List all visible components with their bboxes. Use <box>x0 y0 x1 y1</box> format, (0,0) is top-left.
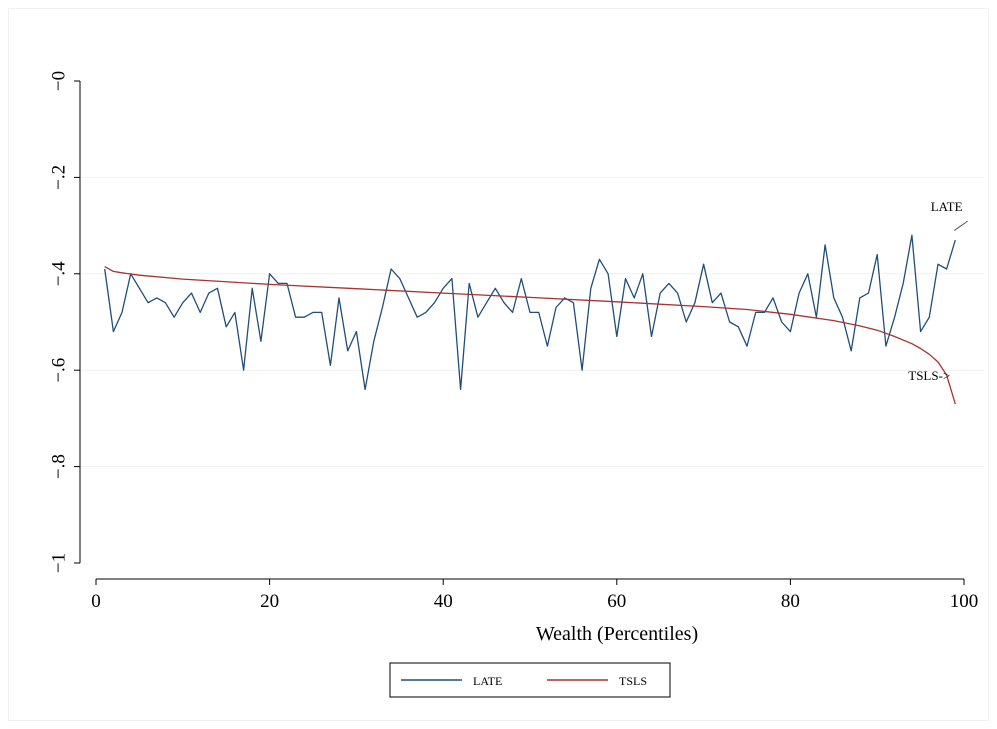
x-tick-label: 40 <box>434 591 453 612</box>
x-tick-label: 100 <box>950 591 979 612</box>
x-tick-label: 20 <box>260 591 279 612</box>
series-line-tsls <box>104 266 956 405</box>
x-tick-label: 0 <box>91 591 101 612</box>
y-tick-label: −.6 <box>48 358 69 383</box>
chart-frame <box>8 8 989 721</box>
x-tick-label: 80 <box>781 591 800 612</box>
y-ticks: −0 −.2 −.4 −.6 −.8 −1 <box>48 71 80 573</box>
series-layer <box>104 234 956 405</box>
y-tick-label: −0 <box>48 71 69 91</box>
grid-layer <box>81 176 984 468</box>
legend-label-late: LATE <box>473 674 502 688</box>
legend: LATE TSLS <box>389 662 671 698</box>
x-tick-label: 60 <box>607 591 626 612</box>
annotation-tsls: TSLS-> <box>908 368 950 383</box>
x-axis-title: Wealth (Percentiles) <box>536 623 698 645</box>
annotation-late: LATE <box>931 199 963 214</box>
y-tick-label: −1 <box>48 553 69 573</box>
legend-label-tsls: TSLS <box>619 674 647 688</box>
annotation-pointer <box>954 220 968 231</box>
y-tick-label: −.8 <box>48 454 69 479</box>
annotations: LATE TSLS-> <box>908 199 968 383</box>
y-tick-label: −.2 <box>48 165 69 190</box>
series-line-late <box>104 234 956 391</box>
axis-layer <box>79 81 964 580</box>
x-ticks: 0 20 40 60 80 100 <box>91 579 978 612</box>
y-tick-label: −.4 <box>48 261 69 286</box>
